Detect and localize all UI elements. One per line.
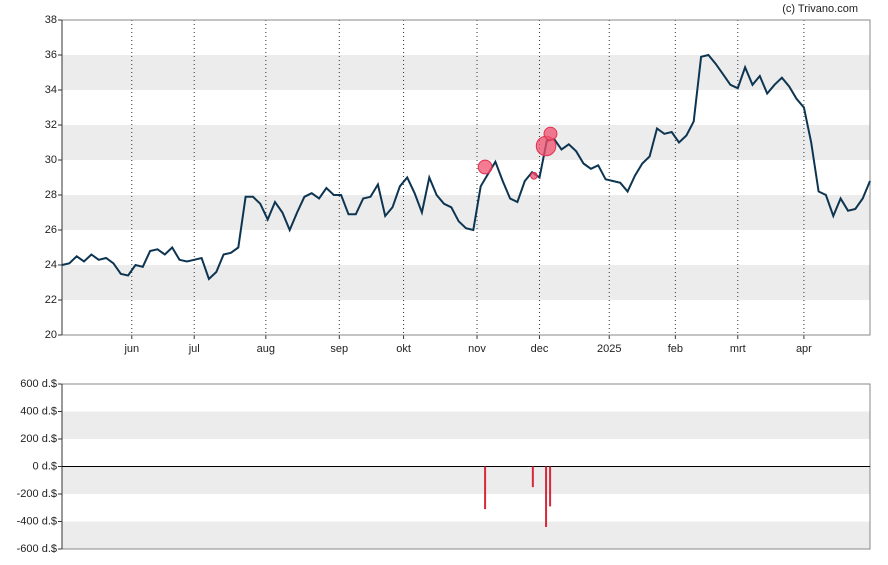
y-tick-label: 32 (45, 119, 57, 131)
x-tick-label: aug (257, 343, 275, 355)
band (62, 466, 870, 494)
band (62, 265, 870, 300)
x-tick-label: sep (330, 343, 348, 355)
x-tick-label: feb (668, 343, 683, 355)
y-tick-label: 20 (45, 329, 57, 341)
trade-bubble (543, 126, 558, 141)
y-tick-label: 0 d.$ (33, 460, 57, 472)
credit: (c) Trivano.com (782, 3, 858, 15)
y-tick-label: 36 (45, 49, 57, 61)
trade-bubble (477, 159, 493, 175)
bar (484, 466, 487, 510)
y-tick-label: 38 (45, 14, 57, 26)
band (62, 125, 870, 160)
bar (531, 466, 534, 488)
y-tick-label: -200 d.$ (17, 488, 57, 500)
trade-bubble (530, 171, 538, 180)
y-tick-label: 22 (45, 294, 57, 306)
x-tick-label: mrt (730, 343, 746, 355)
band (62, 195, 870, 230)
x-tick-label: okt (396, 343, 411, 355)
bar (549, 466, 552, 507)
band (62, 411, 870, 439)
bar (545, 466, 548, 527)
y-tick-label: 28 (45, 189, 57, 201)
band (62, 521, 870, 549)
x-tick-label: jul (188, 343, 200, 355)
x-tick-label: 2025 (597, 343, 621, 355)
x-tick-label: nov (468, 343, 486, 355)
y-tick-label: 26 (45, 224, 57, 236)
y-tick-label: 600 d.$ (20, 378, 57, 390)
x-tick-label: apr (796, 343, 812, 355)
y-tick-label: 30 (45, 154, 57, 166)
y-tick-label: -600 d.$ (17, 543, 57, 555)
x-tick-label: dec (531, 343, 549, 355)
price-line (61, 53, 871, 281)
x-tick-label: jun (123, 343, 139, 355)
y-tick-label: 200 d.$ (20, 433, 57, 445)
y-tick-label: 24 (45, 259, 57, 271)
band (62, 55, 870, 90)
y-tick-label: 34 (45, 84, 57, 96)
y-tick-label: 400 d.$ (20, 405, 57, 417)
y-tick-label: -400 d.$ (17, 515, 57, 527)
